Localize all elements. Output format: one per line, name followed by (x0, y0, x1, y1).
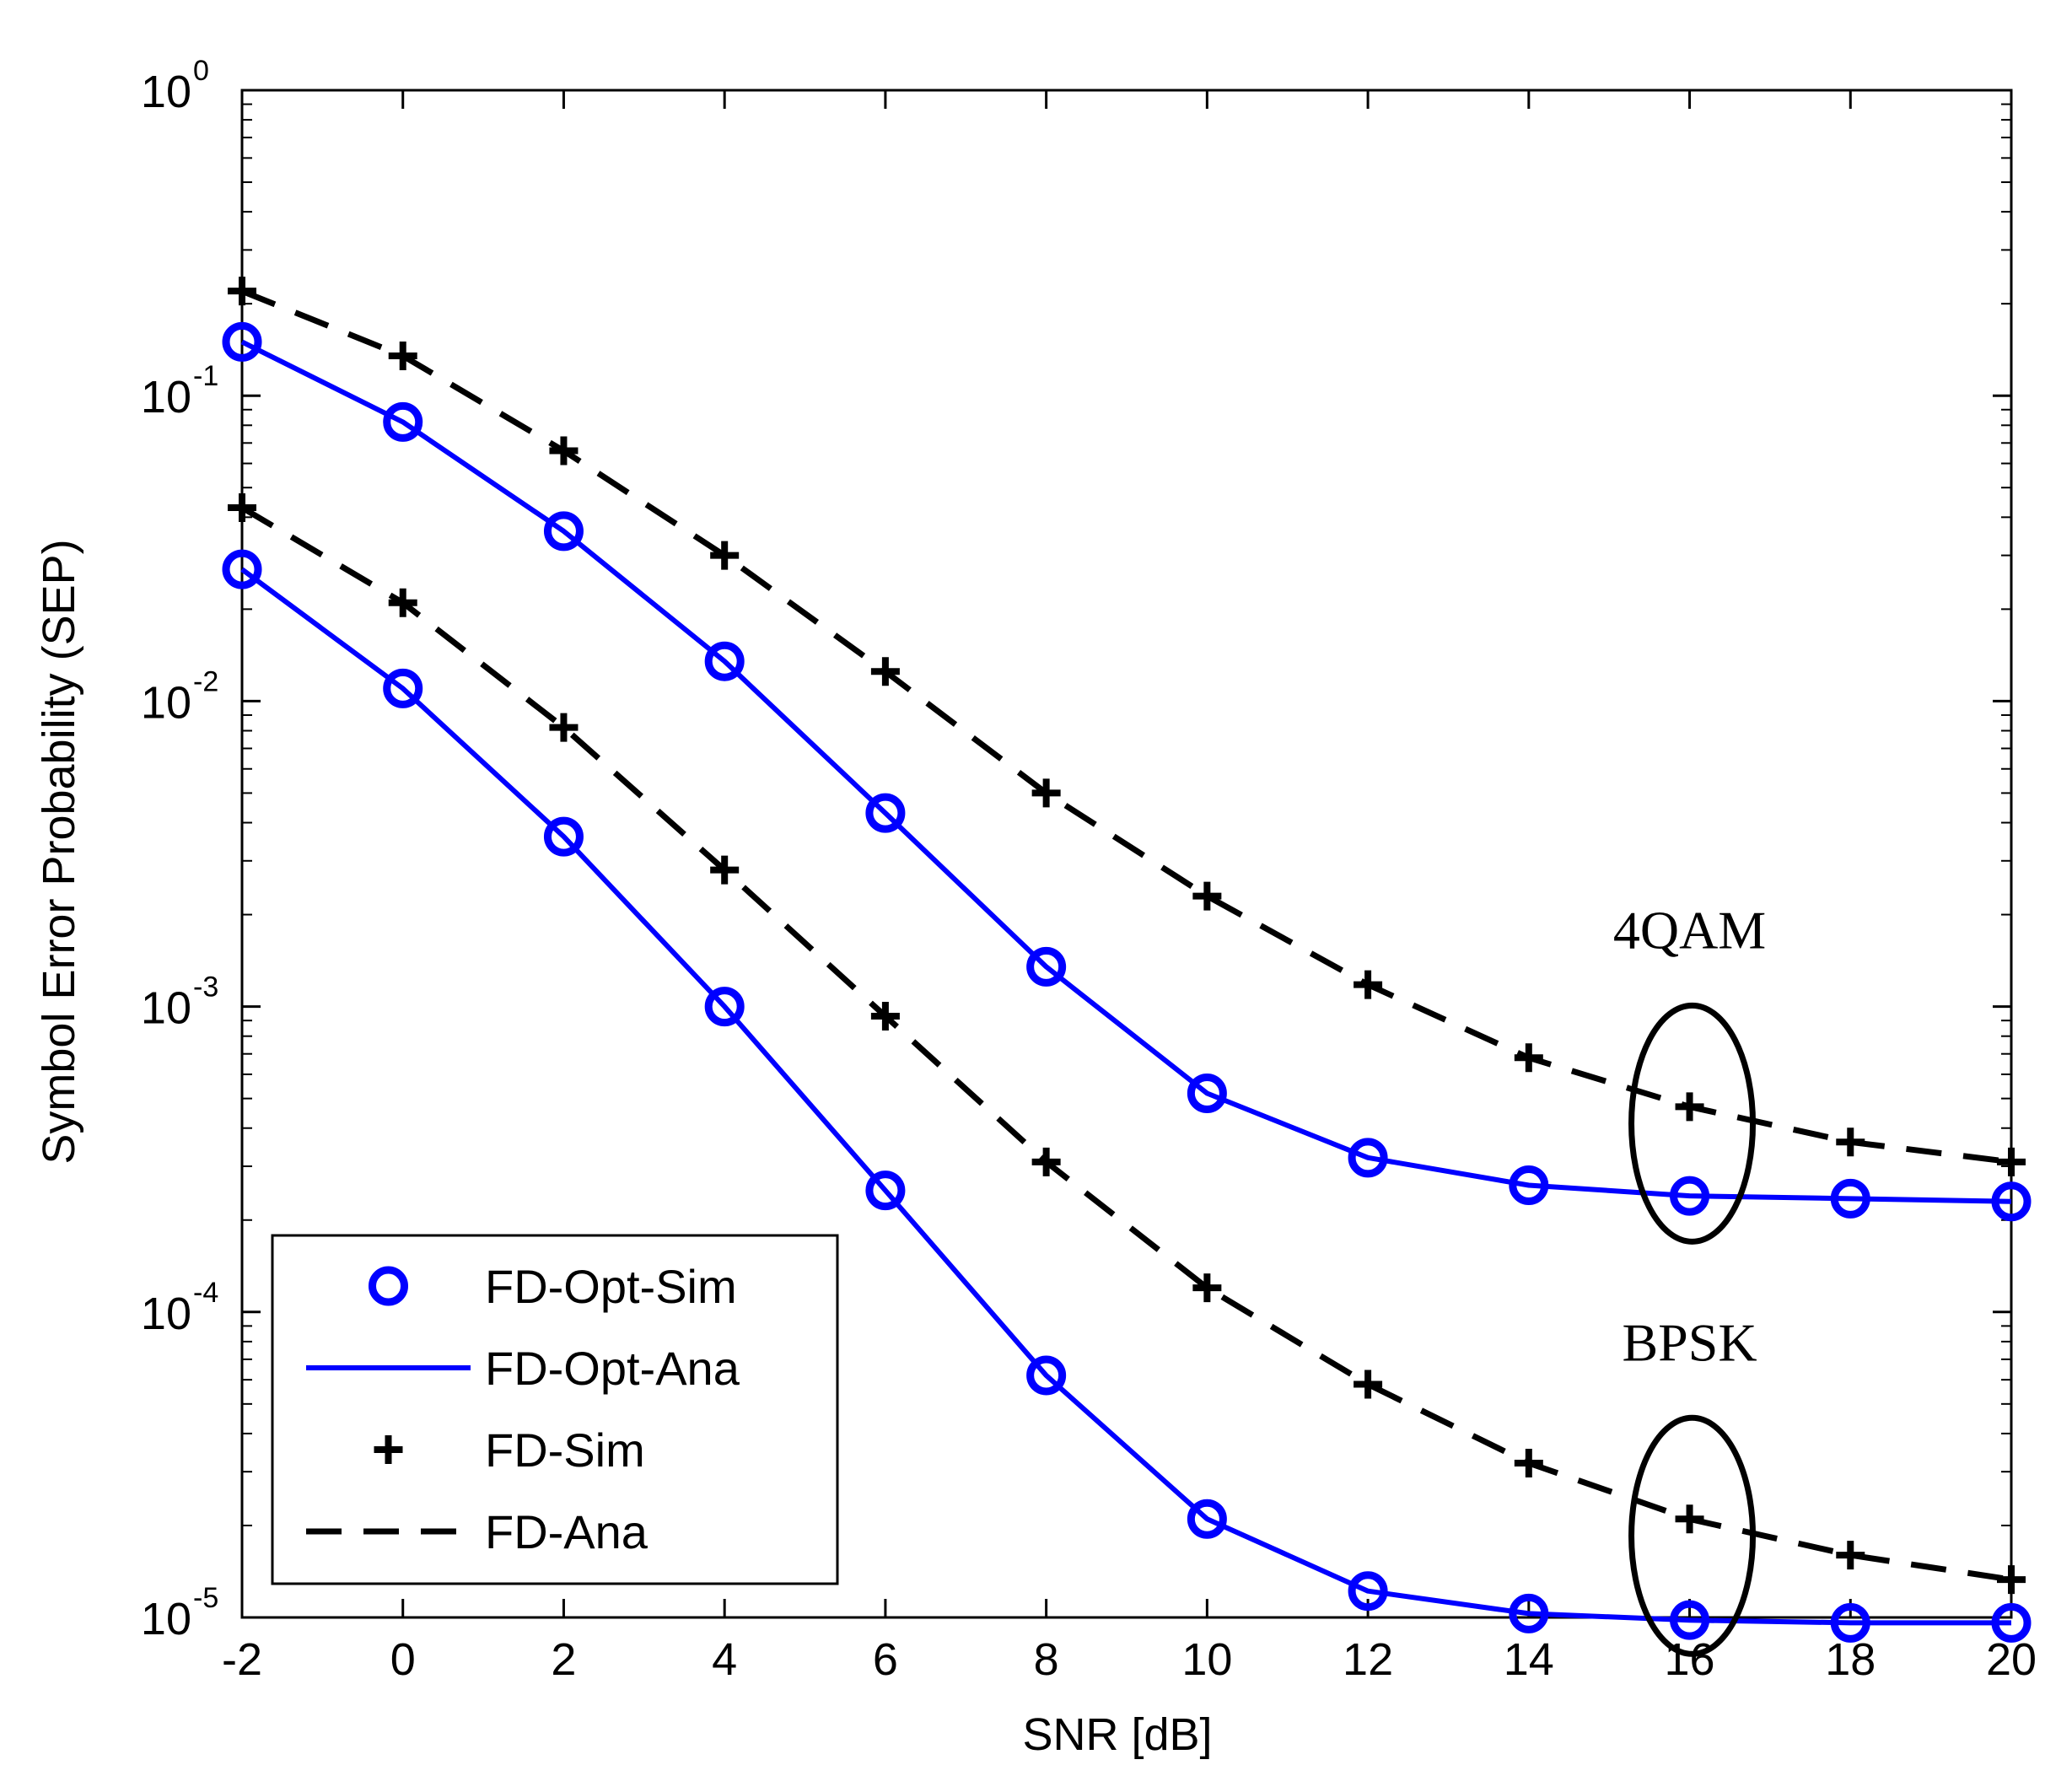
fd-opt-sim-bpsk-point (1509, 1593, 1549, 1633)
legend-fd-sim-label: FD-Sim (485, 1423, 645, 1477)
plot-frame (240, 89, 2013, 1619)
fd-opt-sim-4qam-point (1348, 1138, 1388, 1178)
fd-opt-sim-4qam-point (1830, 1178, 1870, 1219)
fd-sim-bpsk-point (549, 713, 579, 742)
x-tick-label: 2 (551, 1634, 576, 1685)
fd-sim-4qam-point (870, 657, 900, 686)
x-tick-label: 10 (1181, 1634, 1232, 1685)
fd-ana-bpsk-line (240, 504, 2012, 1583)
fd-opt-sim-4qam-point (543, 511, 584, 552)
fd-ana-4qam-line (240, 288, 2012, 1165)
fd-opt-sim-bpsk-point (704, 987, 745, 1027)
y-tick-exponent: -1 (193, 360, 218, 392)
x-tick-label: 8 (1034, 1634, 1059, 1685)
fd-sim-bpsk-point (1675, 1504, 1704, 1534)
y-tick-exponent: -5 (193, 1582, 218, 1614)
fd-sim-bpsk-point (1514, 1449, 1543, 1478)
fd-sim-bpsk-point (1997, 1565, 2026, 1595)
annotation-ellipse-4qam (1628, 1002, 1757, 1245)
fd-sim-4qam-point (1192, 881, 1222, 911)
legend-box (271, 1234, 839, 1585)
fd-opt-sim-4qam-point (1026, 946, 1067, 987)
series-group (222, 277, 2032, 1643)
x-tick-label: 12 (1343, 1634, 1393, 1685)
legend-fd-opt-sim-label: FD-Opt-Sim (485, 1260, 737, 1313)
y-tick-label: 10 (141, 983, 191, 1034)
legend-fd-opt-sim-symbol (369, 1266, 408, 1306)
fd-sim-bpsk-point (1354, 1370, 1383, 1399)
fd-opt-sim-bpsk-point (543, 816, 584, 857)
fd-opt-sim-4qam-point (383, 401, 423, 442)
y-tick-label: 10 (141, 677, 191, 728)
fd-opt-sim-bpsk-point (222, 549, 262, 589)
fd-sim-bpsk-point (870, 1002, 900, 1031)
fd-opt-sim-bpsk-point (383, 668, 423, 708)
y-tick-exponent: 0 (193, 55, 209, 87)
fd-opt-ana-4qam-line (240, 339, 2012, 1204)
x-tick-label: 14 (1504, 1634, 1554, 1685)
fd-sim-4qam-point (710, 541, 740, 570)
fd-opt-sim-4qam-point (704, 641, 745, 681)
x-axis-title: SNR [dB] (1022, 1709, 1212, 1760)
x-tick-label: -2 (222, 1634, 262, 1685)
fd-sim-4qam-point (1675, 1092, 1704, 1122)
fd-opt-sim-4qam-point (1670, 1176, 1710, 1216)
fd-sim-4qam-point (549, 436, 579, 465)
fd-opt-sim-bpsk-point (1348, 1571, 1388, 1612)
fd-opt-sim-4qam-point (222, 321, 262, 362)
fd-sim-4qam-point (1836, 1127, 1865, 1157)
fd-opt-sim-4qam-point (1187, 1073, 1227, 1113)
annotation-ellipse-bpsk (1628, 1414, 1757, 1657)
y-tick-label: 10 (141, 1594, 191, 1644)
x-tick-labels: -2 0 2 4 6 8 10 12 14 16 18 20 (222, 1634, 2037, 1685)
legend-fd-sim-symbol (374, 1435, 403, 1464)
y-tick-exponent: -4 (193, 1277, 218, 1309)
x-tick-label: 18 (1825, 1634, 1876, 1685)
fd-opt-ana-bpsk-line (240, 567, 2011, 1626)
y-tick-label: 10 (141, 67, 191, 117)
x-tick-label: 16 (1665, 1634, 1715, 1685)
annotation-group: 4QAM BPSK (1613, 900, 1766, 1657)
x-tick-label: 20 (1986, 1634, 2037, 1685)
fd-sim-bpsk-point (710, 855, 740, 885)
plot-border (240, 89, 2013, 1619)
fd-opt-sim-bpsk-point (1991, 1602, 2032, 1643)
fd-sim-4qam-point (228, 277, 256, 306)
y-tick-label: 10 (141, 372, 191, 422)
fd-sim-bpsk-point (388, 588, 417, 617)
y-tick-exponent: -3 (193, 971, 218, 1004)
fd-sim-4qam-point (1514, 1043, 1543, 1073)
fd-sim-bpsk-point (1192, 1273, 1222, 1303)
x-tick-label: 4 (712, 1634, 737, 1685)
fd-sim-bpsk-point (1031, 1147, 1061, 1176)
y-tick-exponent: -2 (193, 665, 218, 697)
fd-sim-4qam-point (1031, 778, 1061, 808)
fd-opt-sim-bpsk-point (1187, 1499, 1227, 1539)
fd-sim-4qam-point (388, 341, 417, 370)
legend-fd-opt-ana-label: FD-Opt-Ana (485, 1342, 740, 1395)
fd-opt-sim-bpsk-point (1830, 1602, 1870, 1643)
legend-fd-ana-label: FD-Ana (485, 1505, 649, 1558)
legend: FD-Opt-Sim FD-Opt-Ana FD-Sim FD-Ana (271, 1234, 839, 1585)
fd-sim-4qam-point (1354, 970, 1383, 999)
fd-opt-sim-bpsk-point (1670, 1600, 1710, 1640)
fd-sim-bpsk-point (1836, 1541, 1865, 1570)
axis-ticks (240, 89, 2013, 1619)
annotation-label-bpsk: BPSK (1622, 1312, 1757, 1372)
y-tick-label: 10 (141, 1289, 191, 1339)
fd-sim-bpsk-point (228, 492, 256, 522)
fd-opt-sim-4qam-point (865, 793, 906, 833)
y-axis-title: Symbol Error Probability (SEP) (34, 539, 84, 1164)
fd-opt-sim-bpsk-point (865, 1170, 906, 1211)
fd-opt-sim-4qam-point (1991, 1181, 2032, 1222)
x-tick-label: 6 (873, 1634, 898, 1685)
fd-opt-sim-bpsk-point (1026, 1355, 1067, 1396)
annotation-label-4qam: 4QAM (1613, 900, 1766, 960)
fd-opt-sim-4qam-point (1509, 1165, 1549, 1205)
fd-sim-4qam-point (1997, 1147, 2026, 1176)
x-tick-label: 0 (390, 1634, 416, 1685)
